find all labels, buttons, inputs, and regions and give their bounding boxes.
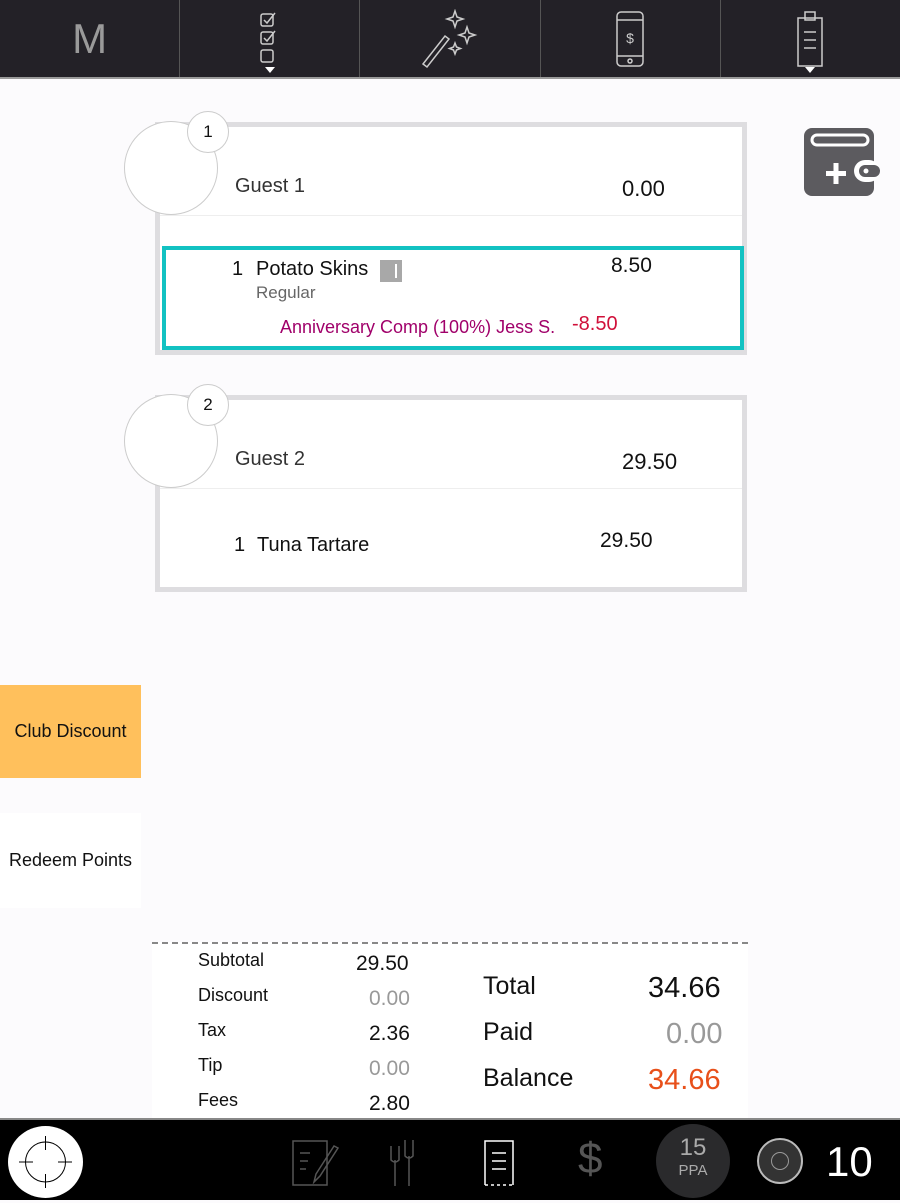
clipboard-icon [797,10,824,67]
balance-value: 34.66 [648,1064,721,1096]
item-price: 29.50 [600,529,653,552]
mobile-pay-button[interactable]: $ [541,0,721,77]
top-toolbar: M $ [0,0,900,79]
discount-label: Anniversary Comp (100%) Jess S. [280,317,556,337]
svg-text:$: $ [626,30,634,46]
guest-amount: 29.50 [622,449,678,474]
ppa-value: 15 [679,1134,707,1161]
guest-card-1[interactable]: Guest 1 0.00 1 Potato Skins 8.50 Regular… [155,122,747,355]
checklist-icon [260,12,276,63]
order-notes-icon[interactable] [290,1138,340,1188]
payment-dollar-icon[interactable]: $ [578,1134,603,1183]
note-icon[interactable] [380,260,402,282]
target-button[interactable] [8,1126,83,1198]
item-name: Tuna Tartare [257,534,370,556]
divider [160,488,742,489]
ppa-indicator[interactable]: 15 PPA [656,1124,730,1198]
wallet-add-icon [804,128,880,196]
item-name: Potato Skins [256,258,369,280]
tax-label: Tax [198,1020,227,1040]
balance-label: Balance [483,1064,574,1092]
redeem-points-button[interactable]: Redeem Points [0,813,141,908]
item-qty: 1 [232,258,244,280]
crosshair-icon [19,1136,72,1188]
record-button[interactable] [757,1138,803,1184]
subtotal-label: Subtotal [198,950,265,970]
dropdown-arrow-icon [805,67,816,73]
item-modifier: Regular [256,283,316,302]
dropdown-arrow-icon [264,67,275,73]
club-discount-button[interactable]: Club Discount [0,685,141,778]
checklist-button[interactable] [180,0,361,77]
total-label: Total [483,972,536,1000]
guest-name: Guest 2 [235,448,306,470]
ppa-label: PPA [678,1162,708,1179]
subtotal-value: 29.50 [356,952,409,975]
paid-label: Paid [483,1018,534,1046]
tax-value: 2.36 [369,1022,410,1045]
order-item-selected[interactable]: 1 Potato Skins 8.50 Regular Anniversary … [162,246,744,350]
logo: M [72,14,108,62]
seat-badge: 1 [187,111,229,153]
seat-badge: 2 [187,384,229,426]
item-qty: 1 [234,534,246,556]
fork-icon[interactable] [385,1138,421,1188]
magic-wand-button[interactable] [360,0,541,77]
discount-label: Discount [198,985,269,1005]
guest-card-2[interactable]: Guest 2 29.50 1 Tuna Tartare 29.50 [155,395,747,592]
tip-label: Tip [198,1055,223,1075]
magic-wand-icon [421,8,478,68]
menu-button[interactable]: M [0,0,181,77]
totals-panel: Subtotal 29.50 Discount 0.00 Tax 2.36 Ti… [152,942,748,1118]
tip-value: 0.00 [369,1057,410,1080]
fees-label: Fees [198,1090,239,1110]
total-value: 34.66 [648,972,721,1004]
guest-amount: 0.00 [622,176,665,201]
mobile-pay-icon: $ [616,10,644,67]
guest-name: Guest 1 [235,175,306,197]
clipboard-button[interactable] [721,0,900,77]
check-receipt-icon[interactable] [482,1138,516,1188]
fees-value: 2.80 [369,1092,410,1115]
divider [160,215,742,216]
discount-amount: -8.50 [572,313,618,335]
item-price: 8.50 [611,254,652,277]
paid-value: 0.00 [666,1018,723,1050]
bottom-bar: $ 15 PPA 10 [0,1118,900,1200]
add-payment-button[interactable] [804,128,880,196]
discount-value: 0.00 [369,987,410,1010]
guest-count: 10 [826,1138,873,1185]
